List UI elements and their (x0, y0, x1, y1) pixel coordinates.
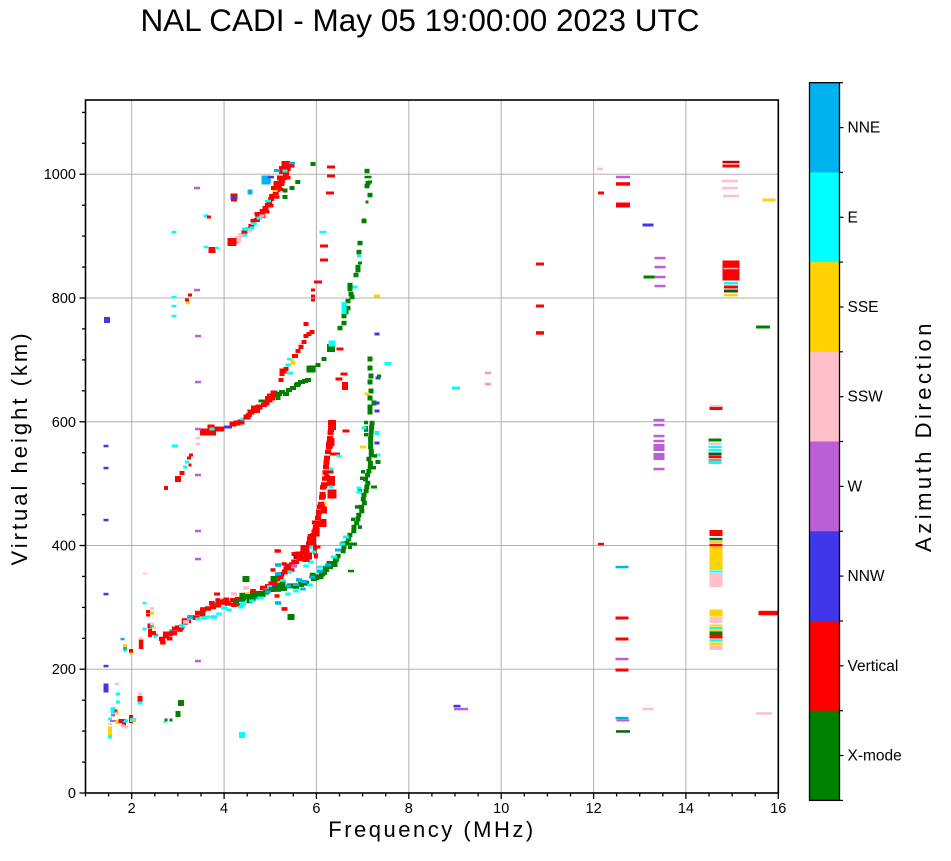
svg-text:600: 600 (52, 415, 76, 431)
svg-text:Frequency (MHz): Frequency (MHz) (328, 817, 535, 842)
svg-text:SSW: SSW (848, 389, 884, 406)
svg-text:0: 0 (68, 786, 76, 802)
svg-text:1000: 1000 (44, 167, 76, 183)
svg-text:X-mode: X-mode (848, 748, 902, 765)
svg-text:4: 4 (220, 801, 228, 817)
svg-text:NNE: NNE (848, 120, 881, 137)
svg-text:16: 16 (770, 801, 786, 817)
svg-text:Vertical: Vertical (848, 658, 899, 675)
svg-text:14: 14 (678, 801, 694, 817)
svg-text:NAL CADI - May 05 19:00:00 202: NAL CADI - May 05 19:00:00 2023 UTC (140, 2, 699, 38)
svg-text:SSE: SSE (848, 299, 879, 316)
svg-text:Azimuth Direction: Azimuth Direction (911, 320, 936, 552)
svg-text:2: 2 (128, 801, 136, 817)
svg-text:200: 200 (52, 662, 76, 678)
svg-text:8: 8 (405, 801, 413, 817)
svg-text:NNW: NNW (848, 568, 885, 585)
svg-text:12: 12 (586, 801, 602, 817)
svg-text:400: 400 (52, 539, 76, 555)
svg-text:E: E (848, 209, 858, 226)
svg-text:6: 6 (312, 801, 320, 817)
svg-text:800: 800 (52, 291, 76, 307)
svg-text:W: W (848, 478, 863, 495)
svg-text:10: 10 (493, 801, 509, 817)
svg-text:Virtual height (km): Virtual height (km) (7, 330, 32, 565)
